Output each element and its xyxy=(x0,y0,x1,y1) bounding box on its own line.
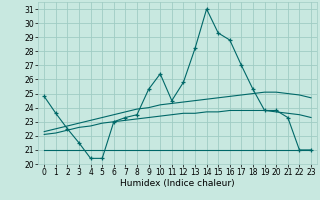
X-axis label: Humidex (Indice chaleur): Humidex (Indice chaleur) xyxy=(120,179,235,188)
